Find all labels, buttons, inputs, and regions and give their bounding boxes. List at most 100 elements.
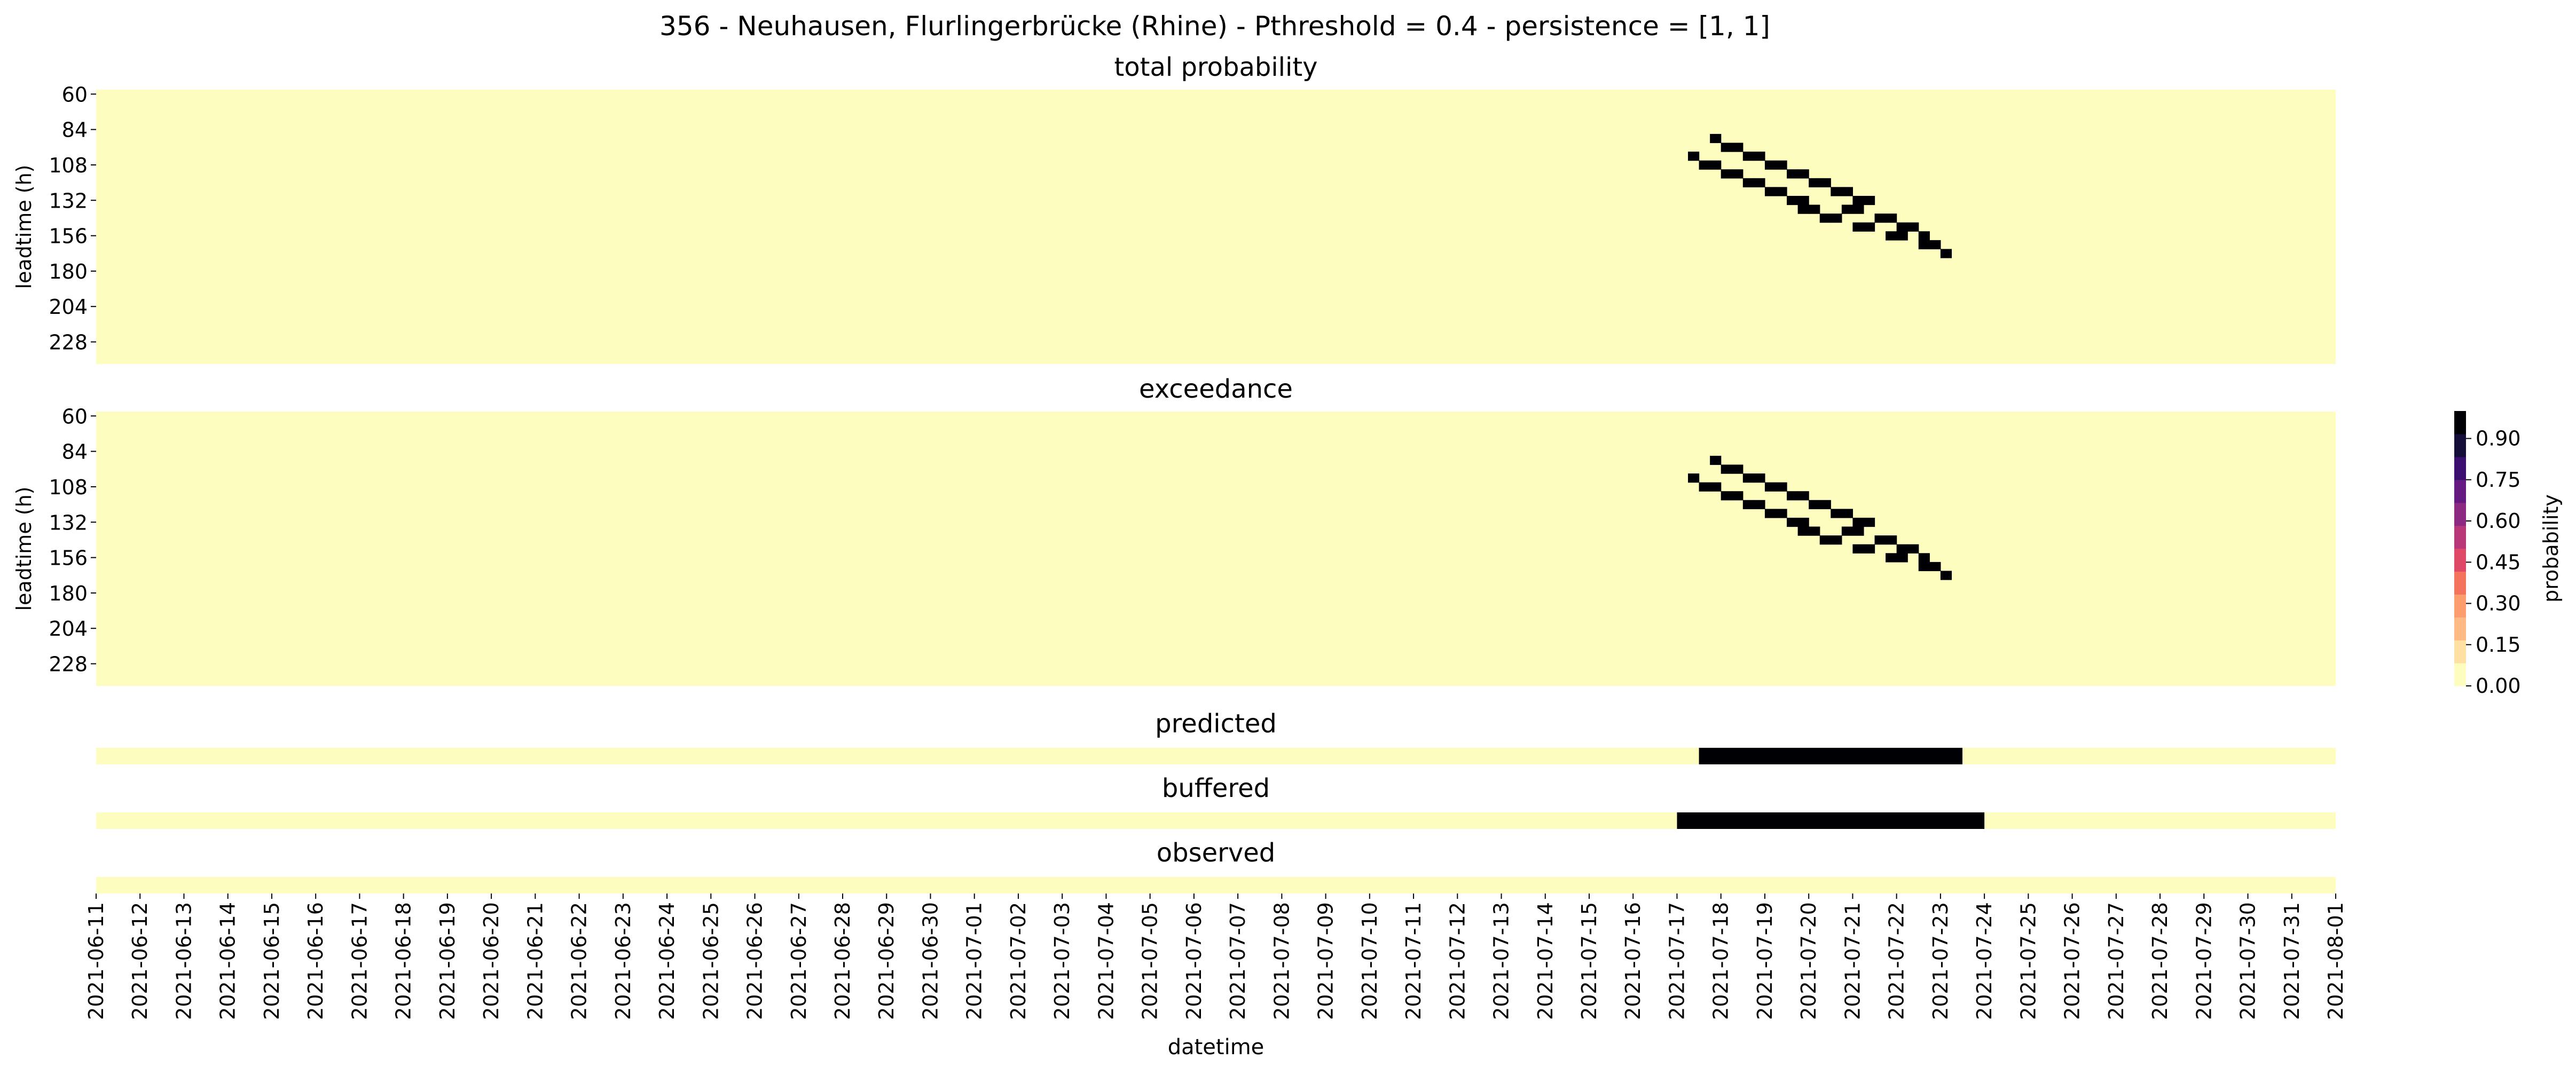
x-tick-label: 2021-07-27 [2104,902,2128,1020]
heatmap-cell [1721,169,1732,179]
x-tick-label: 2021-06-26 [743,902,767,1020]
colorbar-segment [2454,548,2466,572]
x-tick-label: 2021-07-08 [1270,902,1293,1020]
heatmap-cell [1721,464,1732,474]
heatmap-cell [1699,482,1710,492]
heatmap-cell [1797,169,1809,179]
heatmap-cell [1831,214,1842,223]
x-tick-label: 2021-06-28 [831,902,854,1020]
x-tick-label: 2021-06-19 [436,902,459,1020]
heatmap-cell [1896,231,1908,241]
heatmap-cell [1797,526,1809,536]
panel-background [96,90,2336,364]
colorbar-segment [2454,571,2466,595]
x-tick-label: 2021-07-13 [1490,902,1513,1020]
heatmap-cell [1896,222,1908,232]
heatmap-cell [1819,214,1831,223]
x-tick-label: 2021-06-16 [304,902,327,1020]
panel-buffered: buffered [96,773,2336,829]
heatmap-cell [1831,535,1842,545]
heatmap-cell [1886,231,1897,241]
colorbar-segment [2454,411,2466,434]
heatmap-cell [1732,464,1743,474]
y-tick-label: 84 [62,440,88,464]
heatmap-cell [1688,473,1700,483]
heatmap-cell [1940,571,1952,580]
x-tick-label: 2021-06-18 [392,902,415,1020]
heatmap-cell [1721,491,1732,501]
colorbar-segment [2454,617,2466,641]
colorbar-segment [2454,456,2466,480]
heatmap-cell [1831,509,1842,518]
x-tick-label: 2021-07-17 [1665,902,1688,1020]
heatmap-cell [1929,562,1941,572]
heatmap-cell [1699,160,1710,170]
heatmap-cell [1863,517,1875,527]
x-tick-label: 2021-07-30 [2236,902,2260,1020]
heatmap-cell [1809,178,1820,187]
heatmap-cell [1886,535,1897,545]
colorbar: 0.00 0.15 0.30 0.45 0.60 0.75 0.90 probability [2454,411,2563,698]
heatmap-cell [1764,482,1777,492]
y-tick-label: 204 [49,295,88,319]
y-tick-label: 156 [49,225,88,248]
colorbar-segment [2454,640,2466,663]
heatmap-cell [1896,553,1908,563]
x-tick-label: 2021-07-15 [1577,902,1601,1020]
x-tick-label: 2021-06-24 [655,902,679,1020]
x-tick-label: 2021-06-11 [84,902,108,1020]
heatmap-cell [1809,500,1820,509]
heatmap-cell [1918,231,1930,241]
heatmap-cell [1754,473,1765,483]
heatmap-cell [1918,562,1930,572]
heatmap-cell [1754,178,1765,187]
colorbar-segment [2454,525,2466,549]
colorbar-tick-label: 0.90 [2476,427,2521,450]
heatmap-cell [1797,204,1809,214]
colorbar-segment [2454,594,2466,618]
heatmap-cell [1742,152,1754,161]
heatmap-cell [1732,143,1743,152]
x-tick-label: 2021-07-20 [1797,902,1820,1020]
heatmap-cell [1797,491,1809,501]
heatmap-cell [1776,509,1787,518]
panel-background [96,748,2336,764]
x-tick-label: 2021-07-18 [1709,902,1733,1020]
y-tick-label: 108 [49,154,88,177]
x-tick-label: 2021-07-16 [1621,902,1645,1020]
y-tick-label: 204 [49,617,88,641]
heatmap-cell [1929,240,1941,250]
x-tick-label: 2021-06-13 [172,902,195,1020]
figure-title: 356 - Neuhausen, Flurlingerbrücke (Rhine… [659,11,1770,42]
heatmap-cell [1907,222,1919,232]
heatmap-cell [1819,535,1831,545]
heatmap-cell [1809,204,1820,214]
heatmap-cell [1797,195,1809,205]
heatmap-cell [1907,544,1919,554]
heatmap-cell [1787,491,1799,501]
heatmap-cell [1874,214,1886,223]
x-tick-label: 2021-08-01 [2324,902,2347,1020]
panel-total-probability: total probability 60 84 108 132 156 180 204 228 l… [12,52,2336,364]
heatmap-cell [1710,482,1722,492]
y-tick-label: 132 [49,189,88,212]
x-tick-label: 2021-06-29 [875,902,898,1020]
x-tick-label: 2021-07-25 [2016,902,2040,1020]
x-tick-label: 2021-06-15 [260,902,284,1020]
strip-active-range [1677,812,1985,829]
heatmap-cell [1841,187,1854,196]
x-tick-label: 2021-06-21 [523,902,547,1020]
x-tick-label: 2021-07-26 [2061,902,2084,1020]
y-tick-label: 60 [62,405,88,428]
panel-title: predicted [1155,709,1277,739]
heatmap-cell [1710,455,1722,465]
heatmap-cell [1809,526,1820,536]
x-tick-label: 2021-07-23 [1929,902,1952,1020]
heatmap-cell [1754,152,1765,161]
y-tick-label: 180 [49,260,88,283]
x-tick-label: 2021-07-05 [1138,902,1162,1020]
y-tick-label: 60 [62,83,88,106]
x-tick-label: 2021-06-14 [216,902,240,1020]
x-tick-label: 2021-07-14 [1534,902,1557,1020]
